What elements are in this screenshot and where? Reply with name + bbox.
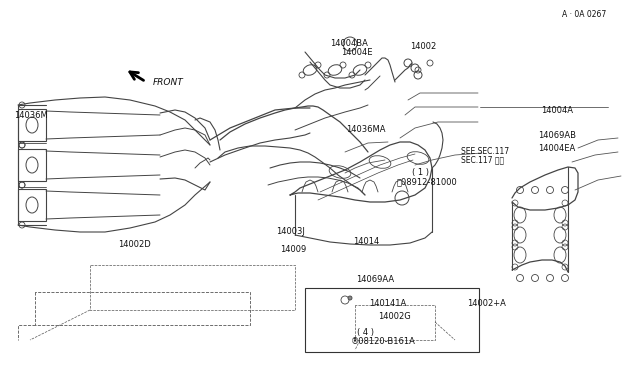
Text: 14014: 14014 [353,237,380,246]
Text: FRONT: FRONT [152,78,183,87]
Bar [18,149,46,181]
Text: 14003J: 14003J [276,227,305,236]
Text: 14004A: 14004A [541,106,573,115]
Text: 14002: 14002 [410,42,436,51]
Text: SEC.117 参照: SEC.117 参照 [461,155,504,164]
Text: 14004EA: 14004EA [538,144,575,153]
Text: ( 4 ): ( 4 ) [357,328,374,337]
Circle shape [348,296,352,300]
Text: 14002G: 14002G [378,312,410,321]
Bar [305,288,479,352]
Text: 14069AB: 14069AB [538,131,575,140]
Text: 14004E: 14004E [341,48,372,57]
Text: SEE SEC.117: SEE SEC.117 [461,147,509,156]
Text: ®08120-B161A: ®08120-B161A [351,337,415,346]
Bar [18,189,46,221]
Text: ( 1 ): ( 1 ) [412,169,429,177]
Bar [18,109,46,141]
Text: 14036M: 14036M [14,111,48,120]
Text: 14004BA: 14004BA [330,39,368,48]
Text: A · 0A 0267: A · 0A 0267 [562,10,606,19]
Text: ⓝ08912-81000: ⓝ08912-81000 [397,178,458,187]
Text: 14069AA: 14069AA [356,275,395,284]
Text: 140141A: 140141A [369,299,406,308]
Text: 14002D: 14002D [118,240,151,249]
Text: 14036MA: 14036MA [346,125,385,134]
Text: 14009: 14009 [280,246,307,254]
Text: 14002+A: 14002+A [467,299,506,308]
